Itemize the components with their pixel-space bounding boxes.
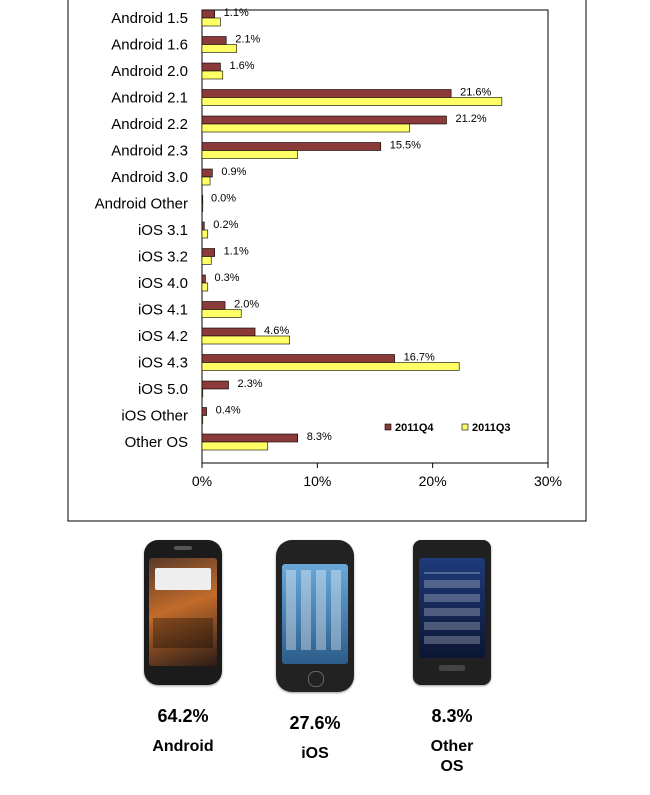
category-label: Android 2.3 xyxy=(111,143,188,160)
summary-ios: 27.6% iOS xyxy=(260,540,370,764)
os-summary: 64.2% Android 27.6% iOS 8.3% Other OS xyxy=(0,530,650,795)
other-os-percent: 8.3% xyxy=(431,706,473,726)
category-label: iOS Other xyxy=(121,408,188,425)
bar-2011Q4-ios-4.1 xyxy=(201,301,226,310)
data-label: 2.3% xyxy=(238,378,263,390)
summary-android: 64.2% Android xyxy=(128,540,238,757)
category-label: Other OS xyxy=(125,434,188,451)
data-label: 0.9% xyxy=(221,166,246,178)
category-label: iOS 4.3 xyxy=(138,355,188,372)
bar-2011Q4-ios-3.1 xyxy=(201,221,205,231)
bar-2011Q4-other-os xyxy=(201,433,299,443)
category-label: iOS 4.0 xyxy=(138,275,188,292)
category-label: iOS 5.0 xyxy=(138,381,188,398)
bar-2011Q3-android-other xyxy=(201,203,204,212)
data-label: 16.7% xyxy=(404,352,435,364)
summary-other: 8.3% Other OS xyxy=(397,540,507,777)
bar-2011Q3-ios-3.1 xyxy=(201,229,209,239)
bar-2011Q3-android-3.0 xyxy=(201,176,211,186)
category-label: Android 2.0 xyxy=(111,63,188,80)
bar-2011Q3-android-1.5 xyxy=(201,17,221,27)
bar-2011Q3-ios-3.2 xyxy=(201,256,212,265)
data-label: 0.3% xyxy=(214,272,239,284)
data-label: 0.0% xyxy=(211,193,236,205)
data-label: 0.2% xyxy=(213,219,238,231)
category-label: iOS 3.2 xyxy=(138,249,188,266)
market-share-chart: Android 1.5 1.1% Android 1.6 2.1% Android 2.… xyxy=(67,0,587,522)
bar-2011Q3-ios-4.3 xyxy=(201,362,460,371)
bar-2011Q3-android-2.1 xyxy=(201,97,503,106)
category-label: Android 2.2 xyxy=(111,116,188,133)
data-label: 8.3% xyxy=(307,431,332,443)
android-percent: 64.2% xyxy=(157,706,209,726)
data-label: 1.6% xyxy=(229,60,254,72)
bar-2011Q3-other-os xyxy=(201,441,269,451)
bar-2011Q4-android-1.6 xyxy=(201,36,227,45)
bar-2011Q4-ios-4.0 xyxy=(201,274,206,284)
category-label: Android 3.0 xyxy=(111,169,188,186)
android-label: Android xyxy=(152,738,214,755)
data-label: 21.6% xyxy=(460,87,491,99)
data-label: 4.6% xyxy=(264,325,289,337)
bar-2011Q4-android-2.3 xyxy=(201,142,382,151)
bar-2011Q4-android-1.5 xyxy=(201,9,215,19)
data-label: 2.1% xyxy=(235,34,260,46)
data-label: 1.1% xyxy=(224,246,249,258)
legend-swatch-2011Q4 xyxy=(384,423,392,431)
category-label: Android 2.1 xyxy=(111,90,188,107)
category-label: Android 1.6 xyxy=(111,37,188,54)
legend-swatch-2011Q3 xyxy=(461,423,469,431)
chart-border xyxy=(67,0,587,522)
bar-2011Q4-android-2.2 xyxy=(201,115,447,125)
x-tick-label: 10% xyxy=(303,473,331,489)
x-tick-label: 0% xyxy=(192,473,212,489)
category-label: iOS 4.1 xyxy=(138,302,188,319)
samsung-phone-icon xyxy=(413,540,491,685)
bar-2011Q4-ios-4.3 xyxy=(201,354,395,363)
x-tick-label: 20% xyxy=(419,473,447,489)
legend-label-2011Q3: 2011Q3 xyxy=(472,422,511,434)
category-label: Android Other xyxy=(95,196,188,213)
category-label: Android 1.5 xyxy=(111,10,188,27)
category-label: iOS 3.1 xyxy=(138,222,188,239)
bar-2011Q3-ios-4.0 xyxy=(201,282,209,292)
htc-android-phone-icon xyxy=(144,540,222,685)
bar-2011Q3-android-2.0 xyxy=(201,70,224,80)
bar-chart-svg: Android 1.5 1.1% Android 1.6 2.1% Android 2.… xyxy=(67,0,587,522)
bar-2011Q4-android-3.0 xyxy=(201,168,213,178)
bar-2011Q4-ios-3.2 xyxy=(201,248,215,257)
ios-label: iOS xyxy=(301,745,329,762)
bar-2011Q4-android-other xyxy=(201,195,204,204)
bar-2011Q4-ios-5.0 xyxy=(201,380,229,390)
bar-2011Q3-ios-other xyxy=(201,415,204,424)
bar-2011Q4-android-2.1 xyxy=(201,89,452,98)
bar-2011Q3-android-2.3 xyxy=(201,150,299,159)
data-label: 2.0% xyxy=(234,299,259,311)
category-label: iOS 4.2 xyxy=(138,328,188,345)
bar-2011Q3-android-2.2 xyxy=(201,123,410,133)
bar-2011Q3-ios-4.2 xyxy=(201,335,290,345)
bar-2011Q3-ios-4.1 xyxy=(201,309,242,318)
plot-area-frame xyxy=(201,9,549,464)
data-label: 21.2% xyxy=(456,113,487,125)
data-label: 15.5% xyxy=(390,140,421,152)
bar-2011Q4-ios-other xyxy=(201,407,207,416)
data-label: 0.4% xyxy=(216,405,241,417)
other-os-label: Other OS xyxy=(430,738,474,775)
bar-2011Q3-ios-5.0 xyxy=(201,388,204,398)
iphone-icon xyxy=(276,540,354,692)
bar-2011Q4-android-2.0 xyxy=(201,62,221,72)
legend-label-2011Q4: 2011Q4 xyxy=(395,422,434,434)
ios-percent: 27.6% xyxy=(289,713,341,733)
data-label: 1.1% xyxy=(224,7,249,19)
bar-2011Q3-android-1.6 xyxy=(201,44,237,53)
bar-2011Q4-ios-4.2 xyxy=(201,327,256,337)
x-tick-label: 30% xyxy=(534,473,562,489)
